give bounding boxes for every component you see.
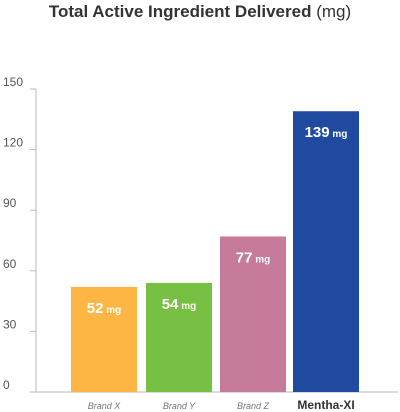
bar-mentha-xi	[293, 111, 359, 392]
category-label-mentha-xi: Mentha-XI	[297, 398, 354, 412]
chart-title: Total Active Ingredient Delivered (mg)	[0, 2, 400, 22]
bar-brand-x	[71, 286, 137, 392]
category-label-brand-x: Brand X	[88, 401, 122, 411]
y-tick-label-60: 60	[3, 257, 17, 271]
bars	[71, 111, 359, 392]
bar-value-label-brand-x: 52 mg	[87, 300, 121, 317]
y-tick-label-90: 90	[3, 196, 17, 210]
bar-brand-z	[220, 236, 286, 392]
chart-title-text: Total Active Ingredient Delivered	[48, 2, 312, 21]
y-tick-label-150: 150	[3, 75, 23, 89]
y-axis-ticks: 0 30 60 90 120 150	[3, 75, 36, 393]
bar-value-label-brand-y: 54 mg	[162, 296, 196, 313]
category-label-brand-y: Brand Y	[163, 401, 196, 411]
category-label-brand-z: Brand Z	[237, 401, 270, 411]
bar-value-labels: 52 mg 54 mg 77 mg 139 mg	[87, 124, 348, 317]
y-tick-label-0: 0	[3, 378, 10, 392]
y-tick-label-30: 30	[3, 317, 17, 331]
category-labels: Brand X Brand Y Brand Z Mentha-XI	[88, 398, 355, 412]
bar-value-label-mentha-xi: 139 mg	[305, 124, 348, 141]
bar-value-label-brand-z: 77 mg	[236, 249, 270, 266]
chart-title-unit: (mg)	[316, 2, 352, 21]
y-tick-label-120: 120	[3, 136, 23, 150]
bar-brand-y	[146, 282, 212, 392]
